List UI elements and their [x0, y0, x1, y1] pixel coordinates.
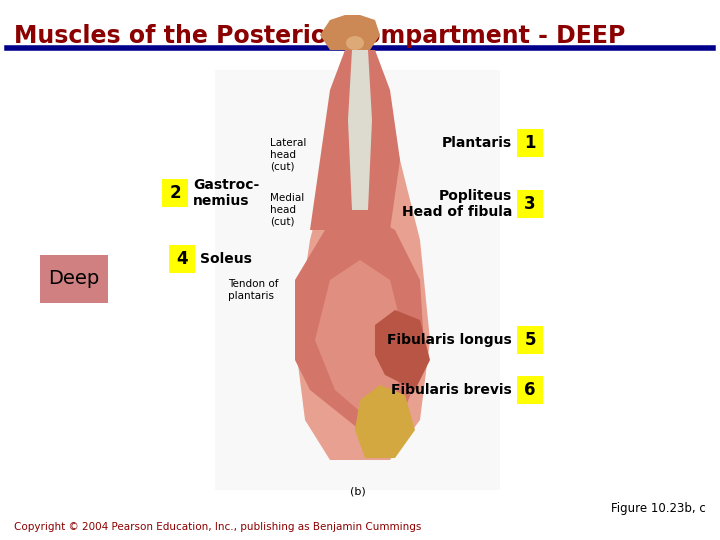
Text: (b): (b) [350, 487, 366, 497]
Polygon shape [310, 50, 400, 230]
Polygon shape [345, 50, 378, 340]
FancyBboxPatch shape [517, 190, 543, 218]
Polygon shape [315, 260, 405, 420]
Text: Fibularis longus: Fibularis longus [387, 333, 512, 347]
FancyBboxPatch shape [40, 255, 108, 303]
Text: Medial
head
(cut): Medial head (cut) [270, 193, 305, 227]
Text: Copyright © 2004 Pearson Education, Inc., publishing as Benjamin Cummings: Copyright © 2004 Pearson Education, Inc.… [14, 522, 421, 532]
Text: 6: 6 [524, 381, 536, 399]
Text: Soleus: Soleus [200, 252, 252, 266]
Text: Popliteus
Head of fibula: Popliteus Head of fibula [402, 189, 512, 219]
Text: 1: 1 [524, 134, 536, 152]
Polygon shape [348, 50, 372, 210]
Polygon shape [295, 210, 425, 430]
FancyBboxPatch shape [169, 245, 195, 273]
Text: Figure 10.23b, c: Figure 10.23b, c [611, 502, 706, 515]
FancyBboxPatch shape [517, 326, 543, 354]
Text: 3: 3 [524, 195, 536, 213]
Polygon shape [375, 310, 430, 390]
Ellipse shape [346, 36, 364, 50]
FancyBboxPatch shape [215, 70, 500, 490]
Polygon shape [295, 50, 430, 460]
FancyBboxPatch shape [517, 129, 543, 157]
Text: Gastroc-
nemius: Gastroc- nemius [193, 178, 259, 208]
Polygon shape [355, 385, 415, 458]
Text: Lateral
head
(cut): Lateral head (cut) [270, 138, 307, 172]
Text: Tendon of
plantaris: Tendon of plantaris [228, 279, 279, 301]
Text: 4: 4 [176, 250, 188, 268]
Text: Plantaris: Plantaris [442, 136, 512, 150]
Text: Fibularis brevis: Fibularis brevis [391, 383, 512, 397]
Polygon shape [320, 15, 380, 50]
Text: Deep: Deep [48, 269, 99, 288]
Text: 5: 5 [524, 331, 536, 349]
FancyBboxPatch shape [517, 376, 543, 404]
Text: Muscles of the Posterior Compartment - DEEP: Muscles of the Posterior Compartment - D… [14, 24, 626, 48]
FancyBboxPatch shape [162, 179, 188, 207]
Text: 2: 2 [169, 184, 181, 202]
